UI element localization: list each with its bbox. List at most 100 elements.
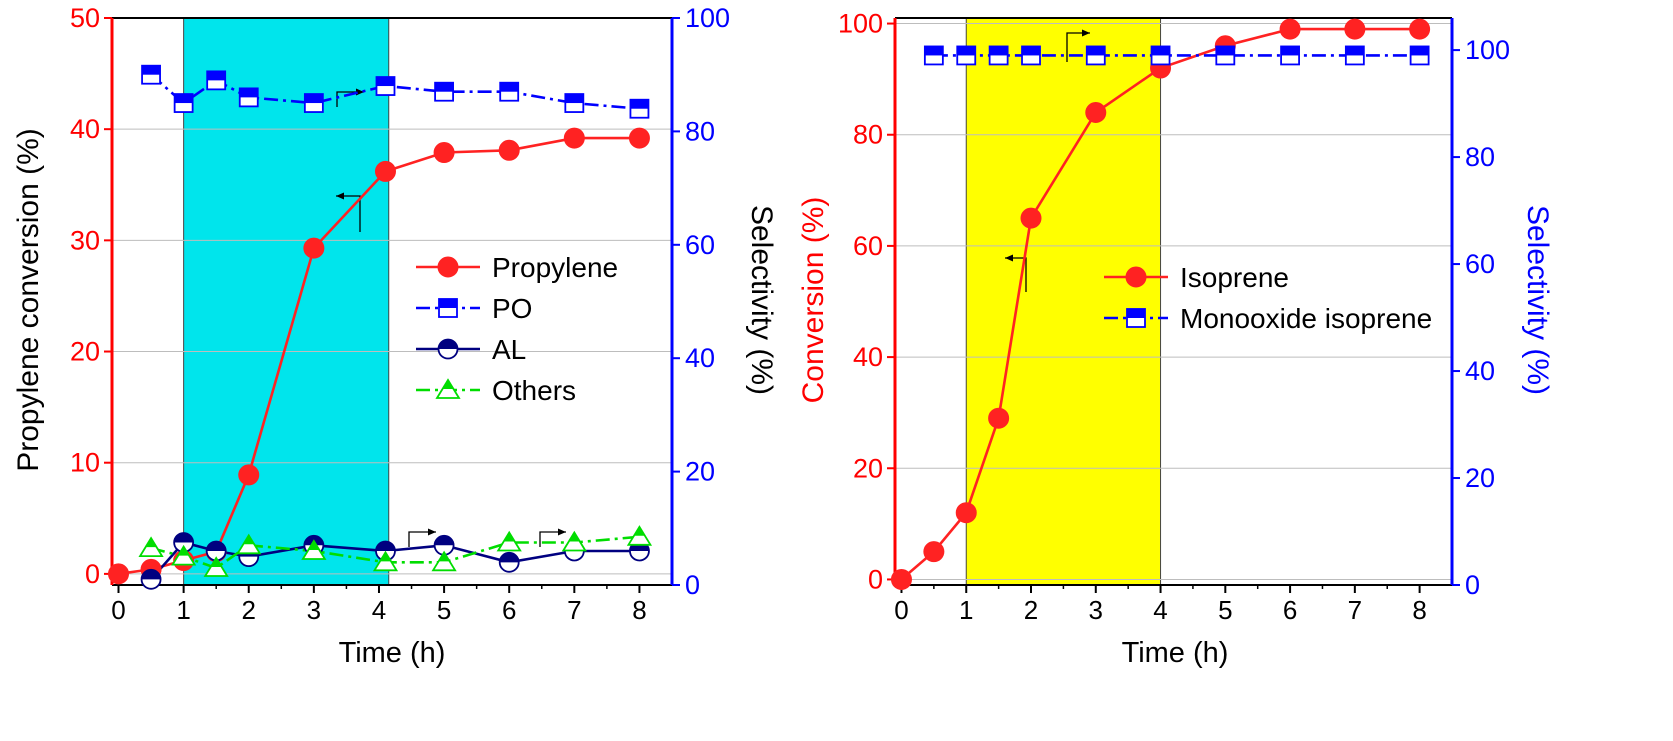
axis-arrow-head [1005,254,1013,262]
x-tick-label: 6 [1283,595,1297,625]
data-point-isoprene-shape [1020,207,1042,229]
left-y-tick-label: 100 [838,9,883,39]
x-tick-label: 5 [1218,595,1232,625]
data-point-isoprene [890,568,912,590]
data-point-po-fill [174,94,193,104]
right-y-tick-label: 40 [1465,356,1495,386]
legend-marker [1126,308,1146,328]
x-tick-label: 6 [502,595,516,625]
data-point-po [564,93,585,113]
data-point-po-fill [435,82,454,92]
data-point-po-fill [207,71,226,81]
series-line-po [150,73,640,110]
data-point-propylene [563,127,585,149]
data-point-monooxide-isoprene [1150,45,1171,66]
data-point-po-fill [142,65,161,75]
data-point-propylene [374,160,396,182]
data-point-others-fill [308,540,320,550]
data-point-isoprene [1085,102,1107,123]
data-point-monooxide-isoprene-fill [1216,46,1235,56]
data-point-monooxide-isoprene-fill [989,46,1008,56]
x-tick-label: 8 [1412,595,1426,625]
legend-label: Isoprene [1180,262,1289,293]
data-point-po [303,93,324,113]
x-tick-label: 2 [1024,595,1038,625]
data-point-po [173,93,194,113]
left-y-axis-label: Conversion (%) [797,197,830,404]
axis-arrow-head [356,88,364,96]
data-point-propylene [303,237,325,259]
left-y-tick-label: 80 [853,120,883,150]
legend-marker [1125,266,1147,288]
legend-marker [437,338,459,360]
data-point-others [236,533,262,555]
data-point-monooxide-isoprene [923,45,944,66]
right-y-tick-label: 60 [685,230,715,260]
data-point-al-fill [434,535,454,546]
legend-marker [435,378,461,399]
x-tick-label: 2 [242,595,256,625]
data-point-others [138,536,164,558]
axis-indicator-arrow [408,531,436,547]
data-point-al-fill [141,569,161,580]
legend-marker-fill [439,299,457,308]
data-point-isoprene [1279,18,1301,40]
left-y-tick-label: 30 [70,225,100,255]
data-point-isoprene-shape [890,568,912,590]
data-point-monooxide-isoprene [1215,45,1236,66]
data-point-po-fill [376,77,395,87]
left-y-tick-label: 10 [70,448,100,478]
x-axis-label: Time (h) [1122,637,1229,669]
data-point-al-fill [499,552,519,563]
data-point-isoprene-shape [1409,18,1431,40]
data-point-po [629,98,650,119]
legend-marker-fill [442,380,454,389]
data-point-isoprene-shape [1085,102,1107,123]
legend-marker [438,298,458,318]
highlight-band [183,17,390,586]
x-tick-label: 8 [632,595,646,625]
right-y-tick-label: 60 [1465,249,1495,279]
axis-arrow-head [336,192,344,200]
left-y-axis-label: Propylene conversion (%) [12,128,45,472]
right-y-tick-label: 100 [1465,35,1510,65]
data-point-monooxide-isoprene-fill [1086,46,1105,56]
data-point-monooxide-isoprene [1280,45,1300,66]
highlight-band [965,17,1162,586]
left-y-tick-label: 0 [868,564,883,594]
data-point-propylene [433,142,455,164]
data-point-others-fill [145,538,157,548]
data-point-propylene-shape [563,127,585,149]
left-y-tick-label: 20 [70,337,100,367]
data-point-isoprene [988,407,1010,429]
data-point-isoprene-shape [988,407,1010,429]
data-point-others-fill [503,532,515,542]
legend-marker-fill [438,339,458,349]
left-y-tick-label: 0 [85,559,100,589]
data-point-monooxide-isoprene-fill [1151,46,1170,56]
data-point-po [499,81,520,102]
data-point-al [433,534,455,556]
legend-label: Others [492,375,576,406]
data-point-po-fill [239,88,258,98]
legend-marker [437,256,459,278]
legend-marker-shape [1125,266,1147,288]
legend-marker-fill [1127,309,1145,318]
data-point-others-fill [243,535,255,545]
data-point-al [498,551,520,573]
data-point-propylene [628,127,650,149]
data-point-propylene-shape [108,563,130,585]
data-point-isoprene [1409,18,1431,40]
data-point-others-fill [210,557,222,567]
data-point-isoprene-shape [923,541,945,563]
axis-arrow-head [428,528,436,536]
data-point-others-fill [178,546,190,556]
data-point-po-fill [565,94,584,104]
legend-marker-shape [437,256,459,278]
x-tick-label: 7 [567,595,581,625]
x-tick-label: 1 [959,595,973,625]
left-y-tick-label: 60 [853,231,883,261]
data-point-others [171,544,197,566]
